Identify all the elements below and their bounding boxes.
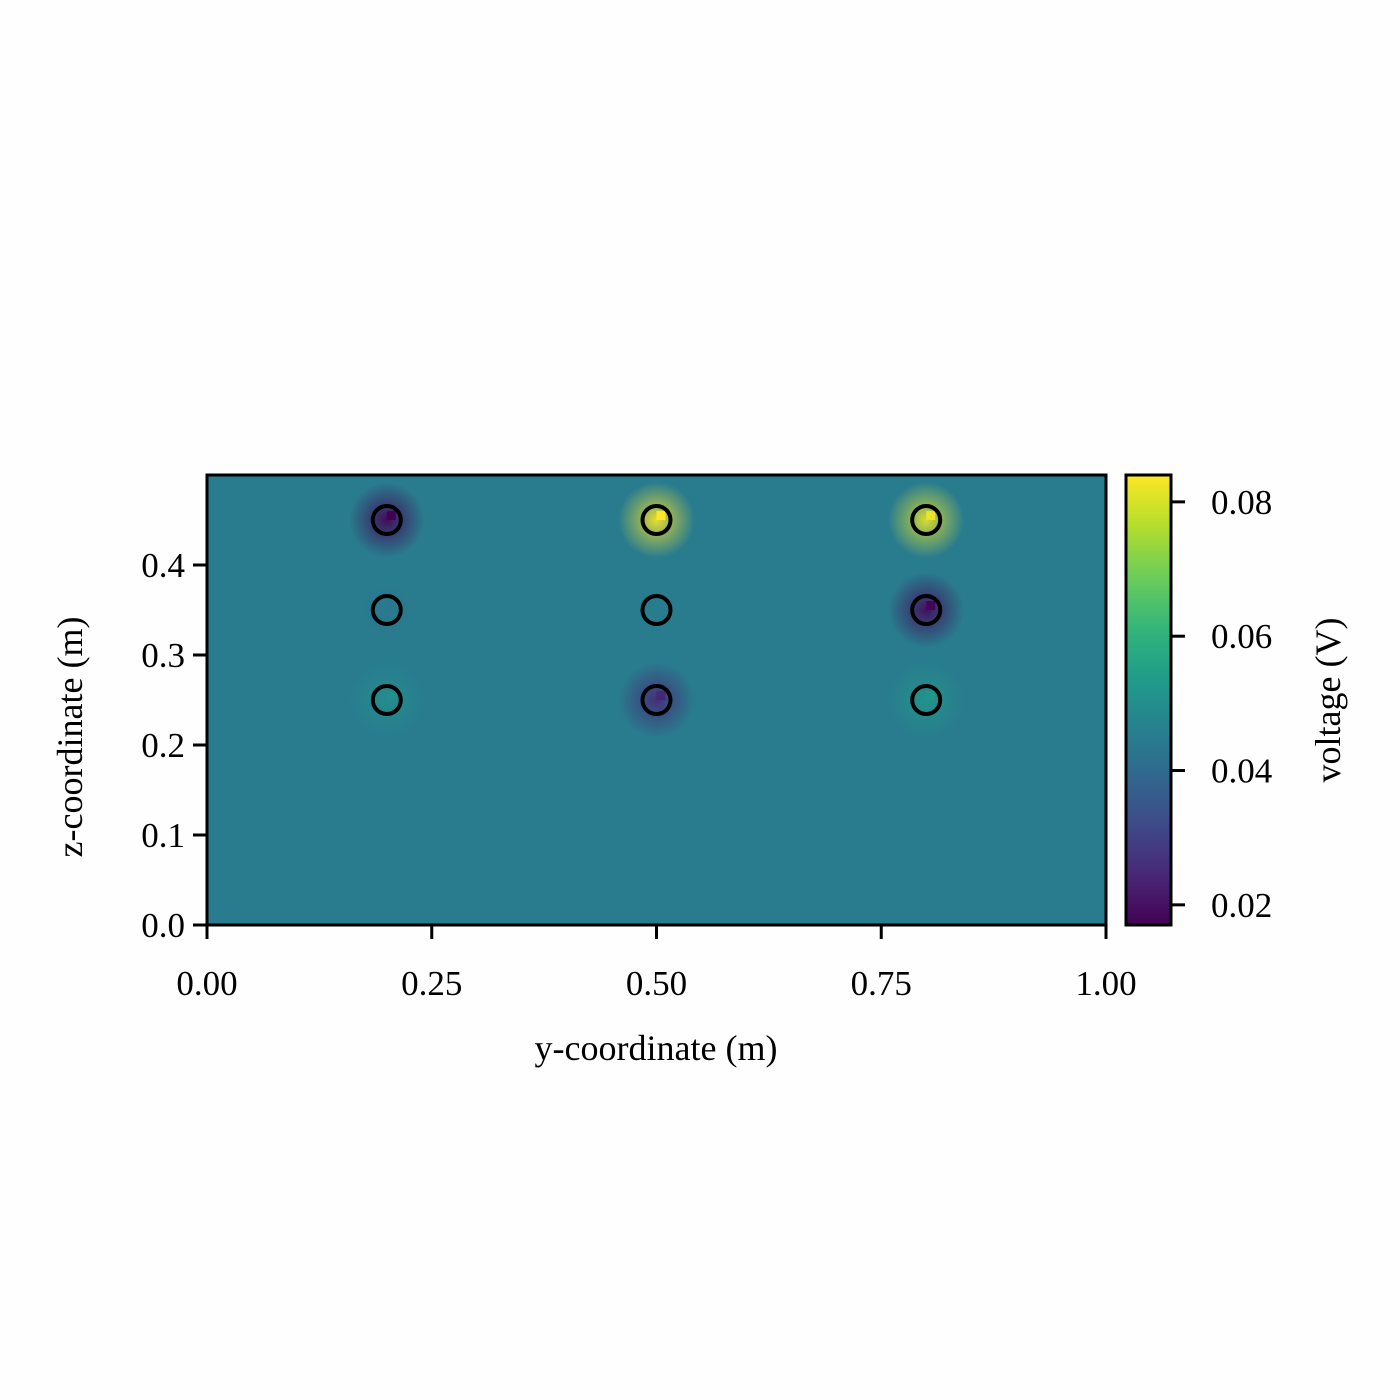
voltage-cell bbox=[926, 691, 936, 700]
electrode-marker bbox=[370, 594, 403, 626]
x-tick-label: 0.50 bbox=[626, 964, 687, 1003]
colorbar-tick-label: 0.08 bbox=[1211, 483, 1272, 522]
voltage-cell bbox=[656, 511, 666, 520]
x-axis-label: y-coordinate (m) bbox=[535, 1028, 778, 1068]
colorbar-scale bbox=[1124, 473, 1173, 927]
electrode-marker bbox=[370, 504, 403, 536]
voltage-cell bbox=[926, 511, 936, 520]
y-tick-label: 0.4 bbox=[141, 546, 185, 585]
voltage-cell bbox=[386, 511, 396, 520]
electrode-marker bbox=[910, 684, 943, 716]
x-tick-label: 1.00 bbox=[1075, 964, 1136, 1003]
voltage-cell bbox=[926, 601, 936, 610]
y-tick-label: 0.1 bbox=[141, 816, 185, 855]
y-tick-label: 0.0 bbox=[141, 906, 185, 945]
colorbar-tick-label: 0.04 bbox=[1211, 752, 1272, 791]
electrode-marker bbox=[640, 684, 673, 716]
x-tick-label: 0.25 bbox=[401, 964, 462, 1003]
voltage-cell bbox=[656, 691, 666, 700]
electrode-marker bbox=[910, 504, 943, 536]
voltage-cell bbox=[386, 691, 396, 700]
voltage-cell bbox=[656, 601, 666, 610]
colorbar-tick-label: 0.02 bbox=[1211, 886, 1272, 925]
x-axis: 0.00 0.25 0.50 0.75 1.00 bbox=[176, 925, 1137, 1003]
electrode-marker bbox=[640, 594, 673, 626]
x-tick-label: 0.00 bbox=[176, 964, 237, 1003]
y-axis-label: z-coordinate (m) bbox=[50, 617, 90, 858]
colorbar-label: voltage (V) bbox=[1308, 618, 1348, 783]
y-tick-label: 0.3 bbox=[141, 636, 185, 675]
y-axis: 0.0 0.1 0.2 0.3 0.4 bbox=[141, 546, 207, 945]
colorbar: 0.02 0.04 0.06 0.08 bbox=[1124, 473, 1272, 927]
electrode-marker bbox=[640, 504, 673, 536]
voltage-cell bbox=[386, 601, 396, 610]
plot-area bbox=[205, 473, 1108, 927]
electrode-marker bbox=[370, 684, 403, 716]
y-tick-label: 0.2 bbox=[141, 726, 185, 765]
electrode-marker bbox=[910, 594, 943, 626]
x-tick-label: 0.75 bbox=[851, 964, 912, 1003]
colorbar-tick-label: 0.06 bbox=[1211, 617, 1272, 656]
